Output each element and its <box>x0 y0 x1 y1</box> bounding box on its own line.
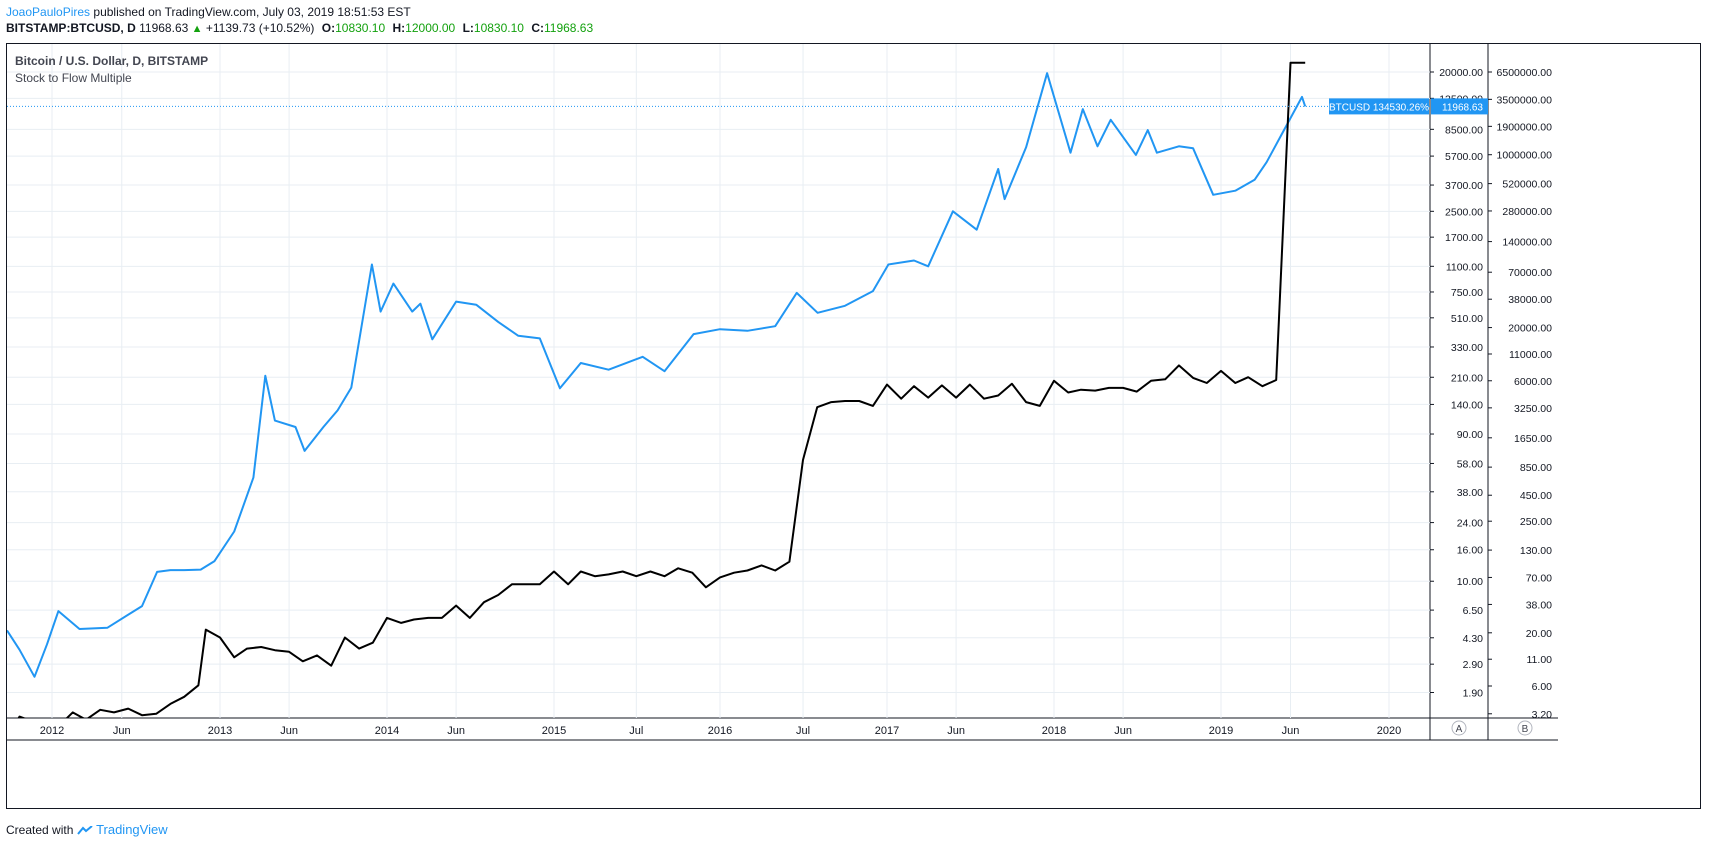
y2-tick-label: 450.00 <box>1520 490 1552 502</box>
y2-tick-label: 1000000.00 <box>1497 150 1553 162</box>
x-tick-label: 2014 <box>375 725 399 737</box>
publication-line: JoaoPauloPires published on TradingView.… <box>6 5 411 19</box>
y-tick-label: 24.00 <box>1457 518 1483 530</box>
symbol-label: BITSTAMP:BTCUSD, D <box>6 21 136 35</box>
open-value: 10830.10 <box>335 21 386 35</box>
x-tick-label: Jun <box>1114 725 1132 737</box>
y2-tick-label: 1900000.00 <box>1497 121 1553 133</box>
y-tick-label: 16.00 <box>1457 545 1483 557</box>
open-label: O: <box>321 21 336 35</box>
close-value: 11968.63 <box>543 21 594 35</box>
y2-tick-label: 38.00 <box>1526 599 1552 611</box>
y-tick-label: 4.30 <box>1463 633 1484 645</box>
last-price: 11968.63 <box>139 21 189 35</box>
y-tick-label: 58.00 <box>1457 458 1483 470</box>
y-tick-label: 1100.00 <box>1446 261 1483 273</box>
y2-tick-label: 140000.00 <box>1502 237 1552 249</box>
y2-tick-label: 11.00 <box>1527 654 1553 666</box>
created-with-text: Created with <box>6 823 74 837</box>
y-tick-label: 1.90 <box>1463 688 1484 700</box>
y2-tick-label: 20000.00 <box>1508 323 1552 335</box>
chart-frame <box>6 43 1701 809</box>
tradingview-link[interactable]: TradingView <box>96 822 168 837</box>
y-tick-label: 90.00 <box>1457 429 1483 441</box>
y-tick-label: 6.50 <box>1463 605 1484 617</box>
y-tick-label: 5700.00 <box>1445 151 1483 163</box>
x-tick-label: Jun <box>1282 725 1300 737</box>
footer: Created with TradingView <box>6 822 168 837</box>
indicator-legend: Stock to Flow Multiple <box>15 71 132 85</box>
y-tick-label: 750.00 <box>1451 287 1483 299</box>
up-arrow-icon: ▲ <box>191 23 203 35</box>
close-label: C: <box>531 21 544 35</box>
btcusd-change-badge-text: BTCUSD 134530.26% <box>1329 102 1429 113</box>
scale-b-button[interactable]: B <box>1522 724 1529 735</box>
scale-a-button[interactable]: A <box>1456 724 1463 735</box>
y2-tick-label: 3500000.00 <box>1497 94 1553 106</box>
x-tick-label: Jun <box>947 725 965 737</box>
x-tick-label: Jul <box>796 725 810 737</box>
x-tick-label: 2018 <box>1042 725 1066 737</box>
y-tick-label: 2.90 <box>1463 659 1484 671</box>
stock-to-flow-line <box>17 61 1306 718</box>
x-tick-label: Jun <box>280 725 298 737</box>
y2-tick-label: 70.00 <box>1526 572 1552 584</box>
author-link[interactable]: JoaoPauloPires <box>6 5 91 19</box>
y2-tick-label: 38000.00 <box>1508 294 1552 306</box>
x-tick-label: 2015 <box>542 725 566 737</box>
x-tick-label: Jul <box>629 725 643 737</box>
y-tick-label: 210.00 <box>1451 372 1483 384</box>
scale-a-ring <box>1451 720 1467 736</box>
y-tick-label: 20000.00 <box>1439 67 1483 79</box>
y-tick-label: 510.00 <box>1451 313 1483 325</box>
y-tick-label: 1700.00 <box>1445 232 1483 244</box>
x-tick-label: 2017 <box>875 725 899 737</box>
y2-tick-label: 520000.00 <box>1502 179 1552 191</box>
x-tick-label: 2019 <box>1209 725 1233 737</box>
x-tick-label: Jun <box>447 725 465 737</box>
y-tick-label: 8500.00 <box>1445 124 1483 136</box>
y2-tick-label: 70000.00 <box>1508 267 1552 279</box>
ohlc-line: BITSTAMP:BTCUSD, D 11968.63 ▲ +1139.73 (… <box>6 21 593 35</box>
y-tick-label: 140.00 <box>1451 399 1483 411</box>
y-tick-label: 38.00 <box>1457 487 1483 499</box>
y2-tick-label: 250.00 <box>1520 516 1552 528</box>
x-tick-label: 2016 <box>708 725 732 737</box>
y2-tick-label: 130.00 <box>1520 545 1552 557</box>
y2-tick-label: 6500000.00 <box>1497 67 1553 79</box>
btcusd-change-badge <box>1329 98 1429 115</box>
x-tick-label: Jun <box>113 725 131 737</box>
last-price-badge <box>1431 98 1488 115</box>
scale-b-ring <box>1517 720 1533 736</box>
y-tick-label: 10.00 <box>1457 576 1483 588</box>
y-tick-label: 2500.00 <box>1445 206 1483 218</box>
y2-tick-label: 11000.00 <box>1509 349 1552 361</box>
high-label: H: <box>392 21 406 35</box>
x-tick-label: 2020 <box>1377 725 1401 737</box>
high-value: 12000.00 <box>405 21 456 35</box>
y2-tick-label: 1650.00 <box>1514 433 1552 445</box>
y2-tick-label: 6000.00 <box>1514 376 1552 388</box>
low-label: L: <box>462 21 474 35</box>
published-text: published on TradingView.com, July 03, 2… <box>93 5 411 19</box>
last-price-badge-text: 11968.63 <box>1442 102 1483 113</box>
btcusd-price-line <box>7 72 1307 678</box>
y2-tick-label: 3250.00 <box>1514 403 1552 415</box>
price-change: +1139.73 (+10.52%) <box>205 21 315 35</box>
x-tick-label: 2012 <box>40 725 64 737</box>
series-legend: Bitcoin / U.S. Dollar, D, BITSTAMP <box>15 54 209 68</box>
y2-tick-label: 20.00 <box>1526 628 1552 640</box>
y2-tick-label: 3.20 <box>1532 709 1553 721</box>
x-tick-label: 2013 <box>208 725 232 737</box>
y-tick-label: 3700.00 <box>1445 180 1483 192</box>
y2-tick-label: 850.00 <box>1520 462 1552 474</box>
low-value: 10830.10 <box>473 21 524 35</box>
tradingview-logo-icon <box>76 826 93 835</box>
y2-tick-label: 6.00 <box>1532 681 1553 693</box>
y2-tick-label: 280000.00 <box>1502 206 1552 218</box>
y-tick-label: 330.00 <box>1451 342 1483 354</box>
